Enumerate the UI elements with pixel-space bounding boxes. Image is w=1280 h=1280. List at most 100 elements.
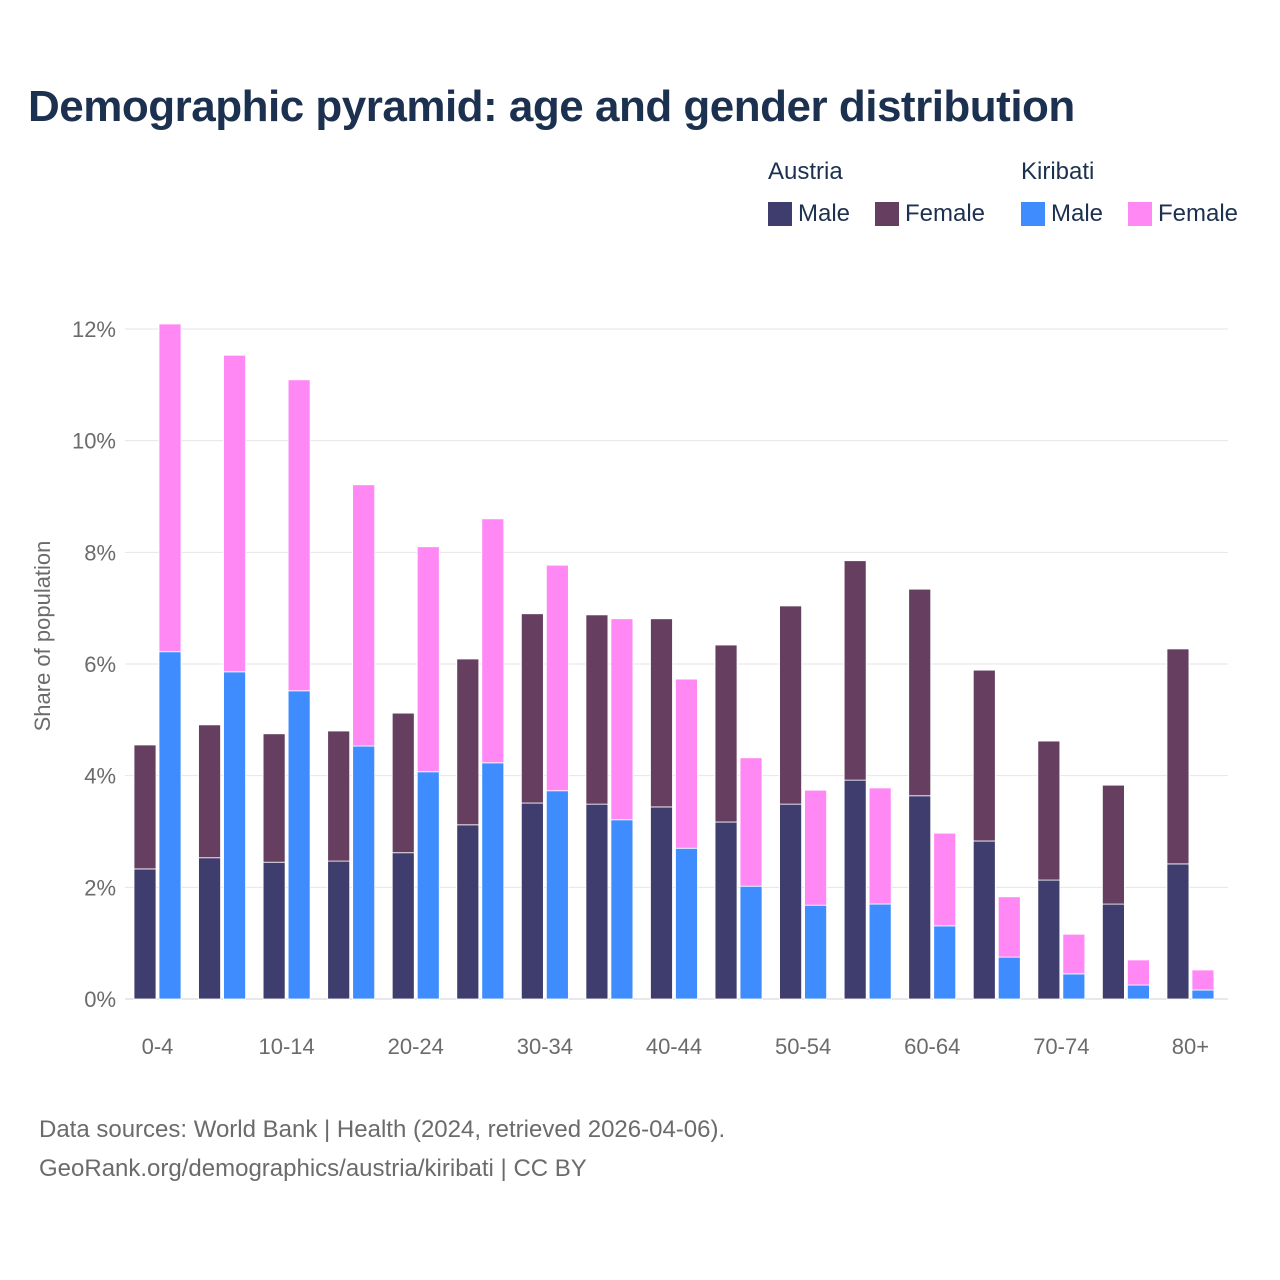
legend-kiribati-male[interactable]: Male (1021, 200, 1103, 228)
bar-kiribati-female-55-59[interactable] (868, 787, 892, 905)
chart-title: Demographic pyramid: age and gender dist… (28, 82, 1075, 131)
legend-label: Female (905, 200, 986, 227)
bar-austria-male-25-29[interactable] (456, 824, 480, 1000)
bar-kiribati-male-0-4[interactable] (158, 651, 182, 1000)
bar-austria-male-60-64[interactable] (908, 795, 932, 1000)
bar-kiribati-female-15-19[interactable] (352, 484, 376, 747)
bar-kiribati-female-45-49[interactable] (739, 757, 763, 887)
bar-kiribati-male-60-64[interactable] (933, 925, 957, 1000)
bar-kiribati-female-30-34[interactable] (545, 564, 569, 792)
bar-kiribati-male-25-29[interactable] (481, 762, 505, 1000)
x-tick-label: 10-14 (258, 1034, 314, 1059)
legend-swatch (1128, 202, 1152, 226)
bar-austria-female-45-49[interactable] (714, 644, 738, 823)
bar-kiribati-male-10-14[interactable] (287, 690, 311, 1000)
bar-kiribati-female-25-29[interactable] (481, 518, 505, 764)
bar-kiribati-female-5-9[interactable] (223, 354, 246, 673)
y-tick-label: 6% (84, 652, 116, 677)
bar-austria-male-65-69[interactable] (972, 840, 996, 1000)
bar-kiribati-male-50-54[interactable] (804, 904, 827, 1000)
legend-swatch (875, 202, 899, 226)
x-tick-label: 30-34 (517, 1034, 573, 1059)
bar-kiribati-female-70-74[interactable] (1062, 933, 1086, 975)
legend-label: Male (798, 200, 851, 227)
footer-attribution: GeoRank.org/demographics/austria/kiribat… (39, 1155, 587, 1182)
bar-austria-male-35-39[interactable] (585, 803, 609, 1000)
y-tick-label: 8% (84, 540, 116, 565)
x-tick-label: 0-4 (142, 1034, 174, 1059)
bar-austria-female-80+[interactable] (1166, 648, 1190, 865)
bar-austria-male-75-79[interactable] (1102, 903, 1125, 1000)
bar-kiribati-male-20-24[interactable] (416, 771, 440, 1000)
bar-kiribati-female-35-39[interactable] (610, 618, 634, 821)
legend-country-austria: Austria (768, 158, 843, 185)
bar-kiribati-female-60-64[interactable] (933, 832, 957, 927)
bar-austria-male-15-19[interactable] (327, 860, 351, 1000)
bar-austria-male-40-44[interactable] (650, 806, 673, 1000)
x-tick-label: 50-54 (775, 1034, 831, 1059)
x-tick-label: 20-24 (388, 1034, 444, 1059)
bar-kiribati-male-5-9[interactable] (223, 671, 246, 1000)
bar-austria-male-45-49[interactable] (714, 821, 738, 1000)
bar-kiribati-female-10-14[interactable] (287, 379, 311, 692)
bar-kiribati-female-80+[interactable] (1191, 969, 1215, 991)
bar-austria-male-0-4[interactable] (133, 868, 157, 1000)
legend-kiribati-female[interactable]: Female (1128, 200, 1238, 228)
bar-kiribati-male-30-34[interactable] (545, 790, 569, 1000)
bar-kiribati-female-50-54[interactable] (804, 789, 827, 906)
bar-austria-male-10-14[interactable] (262, 861, 286, 1000)
bar-kiribati-female-0-4[interactable] (158, 323, 182, 653)
bar-kiribati-female-65-69[interactable] (997, 896, 1021, 958)
bar-kiribati-female-75-79[interactable] (1127, 959, 1150, 986)
y-tick-label: 2% (84, 875, 116, 900)
footer-sources: Data sources: World Bank | Health (2024,… (39, 1116, 726, 1143)
bar-austria-female-70-74[interactable] (1037, 740, 1061, 881)
bar-austria-female-5-9[interactable] (198, 724, 221, 859)
bar-kiribati-male-55-59[interactable] (868, 903, 892, 1000)
legend-austria-female[interactable]: Female (875, 200, 985, 228)
bar-austria-male-80+[interactable] (1166, 863, 1190, 1000)
y-tick-label: 4% (84, 764, 116, 789)
bar-kiribati-male-75-79[interactable] (1127, 984, 1150, 1000)
bar-kiribati-female-20-24[interactable] (416, 546, 440, 773)
legend-swatch (1021, 202, 1045, 226)
y-tick-label: 0% (84, 987, 116, 1012)
bar-austria-female-75-79[interactable] (1102, 784, 1125, 905)
bar-austria-female-35-39[interactable] (585, 614, 609, 805)
bar-austria-male-30-34[interactable] (520, 802, 544, 1000)
bar-austria-male-55-59[interactable] (843, 779, 867, 1000)
bar-kiribati-female-40-44[interactable] (675, 678, 698, 849)
bar-austria-female-55-59[interactable] (843, 560, 867, 781)
x-tick-label: 70-74 (1033, 1034, 1089, 1059)
bar-austria-male-5-9[interactable] (198, 857, 221, 1000)
y-tick-label: 10% (72, 429, 116, 454)
bar-kiribati-male-80+[interactable] (1191, 989, 1215, 1000)
bar-austria-female-25-29[interactable] (456, 658, 480, 826)
x-tick-label: 60-64 (904, 1034, 960, 1059)
y-axis-label: Share of population (30, 541, 55, 732)
bar-austria-female-65-69[interactable] (972, 669, 996, 842)
bar-austria-male-70-74[interactable] (1037, 879, 1061, 1000)
bar-kiribati-male-45-49[interactable] (739, 885, 763, 1000)
bar-austria-male-50-54[interactable] (779, 803, 802, 1000)
legend-swatch (768, 202, 792, 226)
bar-austria-male-20-24[interactable] (391, 852, 415, 1000)
bar-kiribati-male-15-19[interactable] (352, 745, 376, 1000)
legend-label: Male (1051, 200, 1104, 227)
bar-austria-female-50-54[interactable] (779, 605, 802, 805)
bar-kiribati-male-65-69[interactable] (997, 956, 1021, 1000)
y-tick-label: 12% (72, 317, 116, 342)
bar-austria-female-40-44[interactable] (650, 618, 673, 808)
bar-austria-female-10-14[interactable] (262, 733, 286, 863)
bar-kiribati-male-35-39[interactable] (610, 819, 634, 1000)
legend-austria-male[interactable]: Male (768, 200, 850, 228)
bar-austria-female-20-24[interactable] (391, 712, 415, 854)
bar-austria-female-15-19[interactable] (327, 730, 351, 862)
x-tick-label: 40-44 (646, 1034, 702, 1059)
bar-kiribati-male-40-44[interactable] (675, 847, 698, 1000)
bar-austria-female-0-4[interactable] (133, 744, 157, 870)
bar-austria-female-30-34[interactable] (520, 613, 544, 804)
bar-austria-female-60-64[interactable] (908, 588, 932, 797)
bar-kiribati-male-70-74[interactable] (1062, 973, 1086, 1000)
